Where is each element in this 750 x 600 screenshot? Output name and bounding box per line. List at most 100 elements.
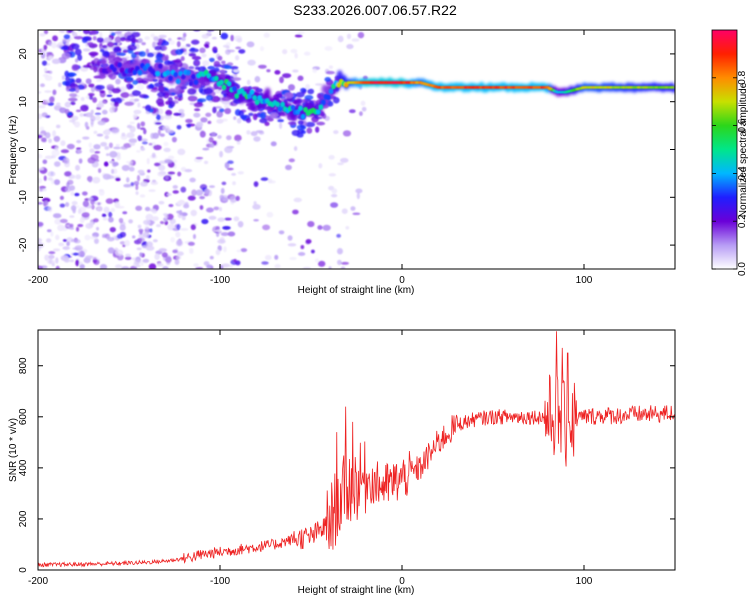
- spectrogram-cell: [132, 16, 141, 19]
- spectrogram-cell: [103, 129, 111, 136]
- spectrogram-cell: [218, 206, 223, 212]
- spectrogram-cell: [145, 48, 150, 54]
- spectrogram-cell: [50, 231, 54, 237]
- spectrogram-cell: [207, 65, 215, 70]
- spectrogram-cell: [267, 117, 274, 122]
- spectrogram-cell: [315, 83, 323, 86]
- spectrogram-cell: [48, 258, 53, 265]
- spectrogram-cell: [233, 69, 240, 73]
- spectrogram-cell: [72, 252, 79, 256]
- spectrogram-cell: [139, 252, 143, 257]
- spectrogram-cell: [216, 118, 224, 124]
- snr-y-label: SNR (10 * v/v): [8, 418, 19, 482]
- spectrogram-cell: [134, 98, 140, 102]
- spectrogram-cell: [143, 128, 147, 135]
- spectrogram-cell: [133, 181, 140, 186]
- spectrogram-cell: [174, 259, 180, 265]
- spectrogram-cell: [58, 242, 65, 247]
- spectrogram-cell: [249, 100, 256, 111]
- spectrogram-cell: [81, 36, 91, 41]
- spectrogram-cell: [130, 182, 135, 187]
- spectrogram-cell: [119, 241, 126, 245]
- spectrogram-cell: [76, 139, 82, 144]
- spectrogram-cell: [206, 207, 214, 213]
- spectrogram-cell: [277, 118, 284, 123]
- spectrogram-cell: [246, 41, 255, 48]
- spectrogram-cell: [189, 247, 194, 255]
- spectrogram-cell: [110, 32, 116, 37]
- spectrogram-cell: [213, 206, 220, 211]
- spectrogram-cell: [55, 265, 60, 269]
- spectrogram-cell: [90, 119, 94, 126]
- spectrogram-cell: [120, 36, 126, 42]
- spectrogram-cell: [60, 140, 66, 147]
- spectrogram-cell: [152, 239, 158, 243]
- spectrogram-cell: [226, 167, 234, 171]
- spectrogram-cell: [312, 68, 317, 74]
- spectrogram-cell: [205, 94, 214, 101]
- spectrogram-cell: [158, 38, 163, 44]
- spectrogram-cell: [204, 188, 210, 195]
- spectrogram-cell: [44, 155, 53, 160]
- spectrogram-cell: [158, 248, 168, 252]
- spectrogram-cell: [300, 87, 307, 93]
- spectrogram-cell: [169, 40, 175, 45]
- spectrogram-cell: [38, 153, 43, 159]
- spectrogram-cell: [172, 59, 182, 63]
- spectrogram-cell: [153, 144, 162, 151]
- spectrogram-cell: [274, 263, 281, 269]
- spectrogram-cell: [79, 217, 85, 224]
- spectrogram-cell: [233, 216, 240, 222]
- spectrogram-cell: [145, 213, 154, 221]
- spectrogram-cell: [121, 164, 130, 172]
- spectrogram-cell: [88, 177, 93, 183]
- spectrogram-cell: [69, 93, 78, 98]
- spectrogram-cell: [75, 25, 80, 29]
- spectrogram-cell: [188, 52, 197, 57]
- spectrogram-cell: [223, 246, 227, 253]
- spectrogram-cell: [175, 49, 184, 55]
- spectrogram-cell: [40, 83, 45, 88]
- spectrogram-cell: [67, 97, 78, 102]
- spectrogram-cell: [259, 118, 268, 124]
- spectrogram-cell: [120, 92, 130, 99]
- spectrogram-cell: [230, 34, 234, 42]
- snr-frame: [37, 329, 676, 571]
- spectrogram-cell: [340, 157, 349, 163]
- spectrogram-cell: [99, 90, 106, 94]
- spectrogram-cell: [70, 191, 75, 196]
- spectrogram-cell: [129, 125, 136, 133]
- spectrogram-cell: [38, 202, 43, 205]
- spectrogram-cell: [119, 86, 127, 92]
- snr-x-tick-label: -100: [210, 576, 230, 587]
- spectrogram-cell: [63, 34, 71, 40]
- spectrogram-cell: [74, 58, 79, 63]
- spectrogram-cell: [264, 87, 271, 98]
- spectrogram-cell: [153, 36, 159, 42]
- spectrogram-cell: [224, 146, 233, 154]
- spectrogram-y-ticks: -20 -10 0 10 20: [18, 48, 675, 252]
- spectrogram-cell: [150, 88, 159, 93]
- spectrogram-cell: [161, 56, 168, 61]
- spectrogram-cell: [165, 256, 172, 263]
- spectrogram-cell: [124, 239, 130, 247]
- spectrogram-cell: [296, 124, 307, 131]
- spectrogram-cell: [202, 60, 210, 67]
- spectrogram-cell: [300, 113, 306, 120]
- spectrogram-cell: [315, 109, 321, 115]
- spectrogram-cell: [284, 92, 294, 99]
- spectrogram-cell: [274, 70, 281, 75]
- spectrogram-cell: [236, 249, 242, 253]
- spectrogram-cell: [295, 91, 305, 98]
- spectrogram-cell: [176, 210, 182, 214]
- spectrogram-cell: [81, 212, 90, 218]
- spectrogram-cell: [154, 122, 162, 125]
- snr-x-tick-label: 0: [399, 576, 405, 587]
- spectrogram-cell: [233, 116, 237, 121]
- spectrogram-cell: [122, 211, 128, 215]
- spectrogram-cell: [150, 181, 159, 186]
- spectrogram-cell: [144, 206, 151, 212]
- spectrogram-cell: [295, 109, 301, 115]
- spectrogram-cell: [89, 148, 95, 154]
